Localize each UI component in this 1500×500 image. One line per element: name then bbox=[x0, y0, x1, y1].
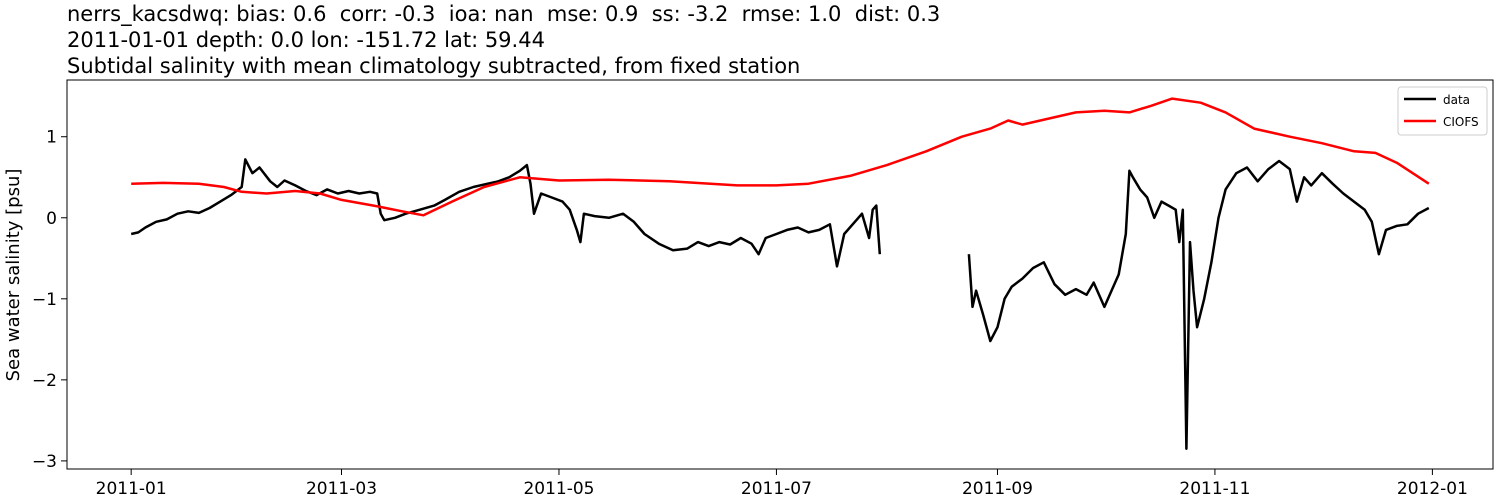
y-axis: −3 −2 −1 0 1 bbox=[32, 128, 67, 472]
x-tick-label: 2011-09 bbox=[962, 479, 1033, 499]
legend-label-data: data bbox=[1443, 93, 1470, 107]
chart-title-line-3: Subtidal salinity with mean climatology … bbox=[67, 54, 801, 78]
y-tick-label: −3 bbox=[32, 452, 57, 472]
chart-title-line-2: 2011-01-01 depth: 0.0 lon: -151.72 lat: … bbox=[67, 28, 545, 52]
x-tick-label: 2011-03 bbox=[306, 479, 377, 499]
legend-label-ciofs: CIOFS bbox=[1443, 115, 1479, 129]
plot-lines bbox=[130, 97, 1430, 450]
y-axis-label: Sea water salinity [psu] bbox=[3, 169, 24, 382]
x-tick-label: 2011-01 bbox=[96, 479, 167, 499]
y-tick-label: −1 bbox=[32, 290, 57, 310]
series-line-ciofs-segment-1 bbox=[131, 97, 1430, 217]
series-line-data-segment-2 bbox=[967, 159, 1430, 450]
y-tick-label: 0 bbox=[46, 209, 57, 229]
x-tick-label: 2011-07 bbox=[741, 479, 812, 499]
chart-title-line-1: nerrs_kacsdwq: bias: 0.6 corr: -0.3 ioa:… bbox=[67, 2, 941, 26]
y-tick-label: 1 bbox=[46, 128, 57, 148]
x-tick-label: 2012-01 bbox=[1397, 479, 1468, 499]
series-line-data-segment-1 bbox=[130, 158, 882, 268]
y-tick-label: −2 bbox=[32, 371, 57, 391]
x-tick-label: 2011-05 bbox=[523, 479, 594, 499]
x-axis: 2011-01 2011-03 2011-05 2011-07 2011-09 2011-… bbox=[96, 469, 1468, 499]
plot-frame bbox=[66, 79, 1494, 470]
x-tick-label: 2011-11 bbox=[1179, 479, 1250, 499]
legend: data CIOFS bbox=[1397, 86, 1488, 136]
